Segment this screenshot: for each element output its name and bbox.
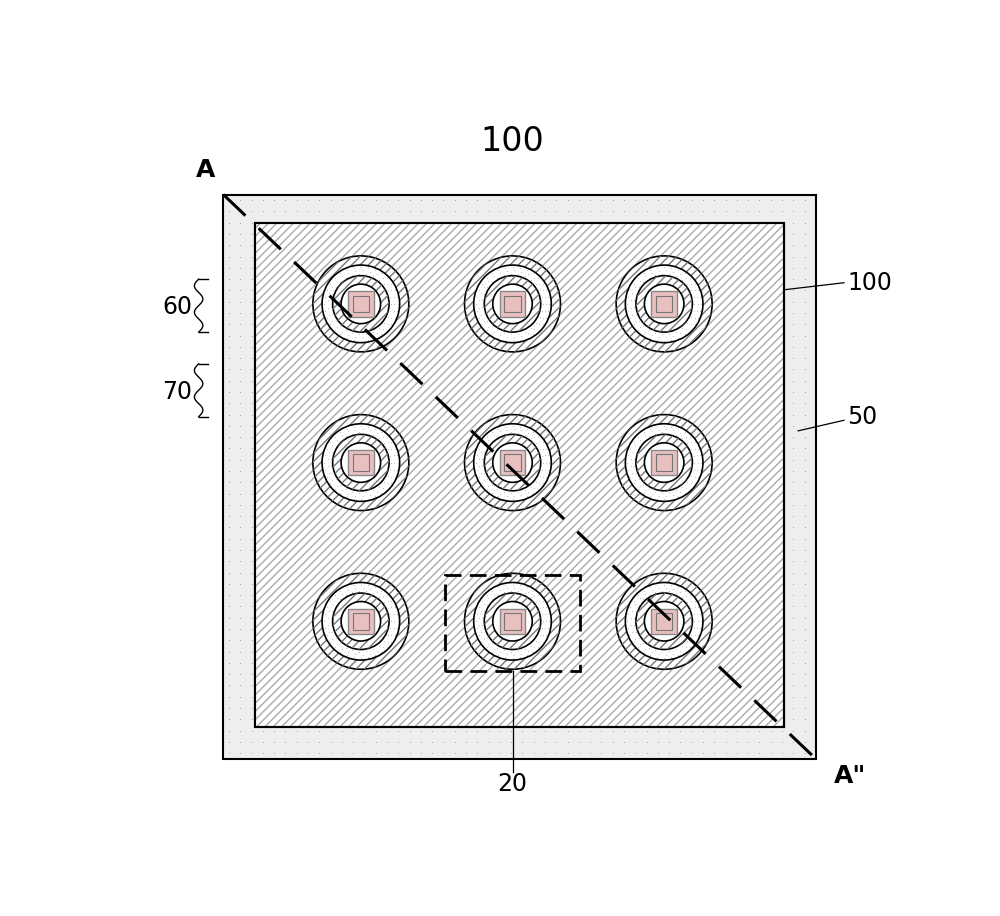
Circle shape (333, 276, 389, 333)
Circle shape (616, 256, 712, 352)
Circle shape (465, 573, 560, 670)
Circle shape (636, 593, 692, 649)
Circle shape (322, 583, 400, 660)
Bar (348, 608, 374, 634)
Circle shape (322, 424, 400, 501)
Circle shape (313, 256, 409, 352)
Circle shape (341, 442, 381, 483)
Text: A": A" (833, 765, 866, 789)
Bar (504, 296, 521, 312)
Circle shape (493, 602, 532, 641)
Circle shape (644, 284, 684, 323)
Circle shape (636, 276, 692, 333)
Text: 60: 60 (162, 295, 192, 320)
Bar (656, 296, 672, 312)
Text: 100: 100 (481, 125, 544, 158)
Bar (500, 608, 525, 634)
Text: 20: 20 (498, 771, 528, 795)
Circle shape (474, 583, 551, 660)
Bar (504, 454, 521, 471)
Circle shape (322, 265, 400, 343)
Circle shape (625, 424, 703, 501)
Circle shape (484, 434, 541, 491)
Circle shape (625, 583, 703, 660)
Bar (353, 296, 369, 312)
Circle shape (644, 442, 684, 483)
Circle shape (474, 424, 551, 501)
Circle shape (341, 602, 381, 641)
Bar (445, 575, 580, 671)
Bar (223, 194, 816, 758)
Circle shape (644, 602, 684, 641)
Text: 70: 70 (162, 380, 192, 404)
Circle shape (493, 284, 532, 323)
Circle shape (313, 415, 409, 510)
Circle shape (484, 593, 541, 649)
Circle shape (636, 434, 692, 491)
Circle shape (616, 415, 712, 510)
Circle shape (465, 256, 560, 352)
Circle shape (465, 415, 560, 510)
Bar (500, 291, 525, 317)
Bar (504, 613, 521, 629)
Bar (500, 450, 525, 475)
Circle shape (625, 265, 703, 343)
Bar (656, 454, 672, 471)
Bar (255, 223, 784, 727)
Bar (353, 454, 369, 471)
Circle shape (493, 442, 532, 483)
Text: A: A (196, 158, 215, 182)
Circle shape (313, 573, 409, 670)
Bar (651, 450, 677, 475)
Circle shape (616, 573, 712, 670)
Circle shape (333, 593, 389, 649)
Bar (255, 223, 784, 727)
Text: 50: 50 (848, 405, 878, 429)
Bar (348, 450, 374, 475)
Bar (353, 613, 369, 629)
Bar (651, 291, 677, 317)
Circle shape (484, 276, 541, 333)
Text: 100: 100 (848, 271, 892, 295)
Circle shape (341, 284, 381, 323)
Bar (651, 608, 677, 634)
Circle shape (474, 265, 551, 343)
Bar (656, 613, 672, 629)
Circle shape (333, 434, 389, 491)
Bar (348, 291, 374, 317)
Bar (255, 223, 784, 727)
